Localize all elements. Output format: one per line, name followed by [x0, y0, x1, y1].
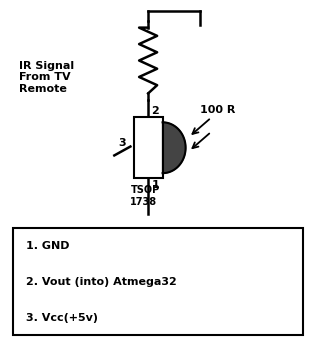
Text: 100 R: 100 R — [200, 105, 235, 115]
Text: 2. Vout (into) Atmega32: 2. Vout (into) Atmega32 — [26, 277, 176, 287]
Text: 3: 3 — [118, 138, 126, 148]
Bar — [13, 228, 303, 335]
Text: 3. Vcc(+5v): 3. Vcc(+5v) — [26, 313, 98, 323]
Text: IR Signal
From TV
Remote: IR Signal From TV Remote — [19, 61, 74, 94]
Text: TSOP
1738: TSOP 1738 — [130, 185, 160, 207]
Text: 1. GND: 1. GND — [26, 241, 69, 251]
Bar — [134, 117, 163, 178]
Polygon shape — [163, 122, 185, 173]
Text: 2: 2 — [151, 106, 159, 116]
Text: 1: 1 — [151, 180, 159, 190]
